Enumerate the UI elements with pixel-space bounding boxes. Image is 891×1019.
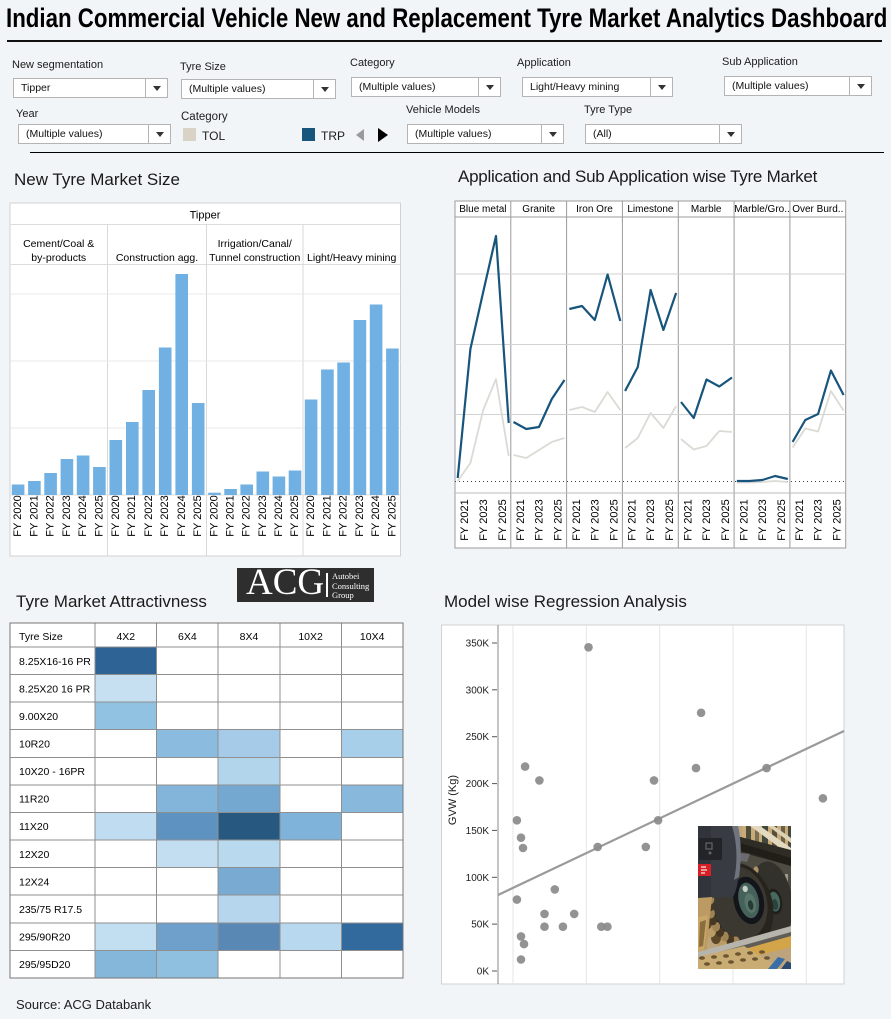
svg-text:FY 2023: FY 2023	[61, 495, 73, 536]
svg-text:FY 2022: FY 2022	[45, 495, 57, 536]
svg-text:FY 2023: FY 2023	[159, 495, 171, 536]
svg-text:10X4: 10X4	[360, 631, 385, 643]
svg-text:150K: 150K	[466, 826, 490, 837]
svg-text:FY 2021: FY 2021	[515, 499, 527, 540]
svg-text:12X24: 12X24	[19, 876, 50, 888]
svg-text:50K: 50K	[471, 920, 489, 931]
svg-text:FY 2021: FY 2021	[459, 499, 471, 540]
svg-text:FY 2025: FY 2025	[664, 499, 676, 540]
svg-text:FY 2025: FY 2025	[192, 495, 204, 536]
svg-text:GVW (Kg): GVW (Kg)	[447, 775, 459, 825]
svg-text:295/95D20: 295/95D20	[19, 959, 71, 971]
svg-text:FY 2023: FY 2023	[354, 495, 366, 536]
svg-text:FY 2020: FY 2020	[110, 495, 122, 536]
svg-text:Blue metal: Blue metal	[459, 204, 506, 215]
svg-text:FY 2025: FY 2025	[93, 495, 105, 536]
svg-text:Tipper: Tipper	[190, 210, 221, 222]
svg-text:295/90R20: 295/90R20	[19, 932, 71, 944]
svg-text:0K: 0K	[477, 967, 490, 978]
svg-text:FY 2023: FY 2023	[589, 499, 601, 540]
svg-text:Construction agg.: Construction agg.	[116, 252, 198, 264]
svg-text:Iron Ore: Iron Ore	[576, 204, 613, 215]
svg-text:FY 2025: FY 2025	[832, 499, 844, 540]
svg-text:FY 2023: FY 2023	[701, 499, 713, 540]
svg-text:FY 2022: FY 2022	[143, 495, 155, 536]
svg-text:Cement/Coal &: Cement/Coal &	[23, 238, 94, 250]
svg-text:8X4: 8X4	[240, 631, 259, 643]
svg-text:300K: 300K	[466, 685, 490, 696]
svg-text:Granite: Granite	[522, 204, 555, 215]
svg-text:Irrigation/Canal/: Irrigation/Canal/	[218, 238, 292, 250]
svg-text:9.00X20: 9.00X20	[19, 711, 58, 723]
svg-text:FY 2021: FY 2021	[683, 499, 695, 540]
svg-text:Over Burd..: Over Burd..	[792, 204, 843, 215]
svg-text:FY 2021: FY 2021	[225, 495, 237, 536]
svg-text:FY 2020: FY 2020	[12, 495, 24, 536]
svg-text:10X20 - 16PR: 10X20 - 16PR	[19, 766, 85, 778]
svg-text:FY 2025: FY 2025	[720, 499, 732, 540]
svg-text:FY 2024: FY 2024	[370, 495, 382, 536]
svg-text:FY 2021: FY 2021	[738, 499, 750, 540]
svg-text:FY 2025: FY 2025	[608, 499, 620, 540]
svg-text:FY 2020: FY 2020	[209, 495, 221, 536]
svg-text:FY 2023: FY 2023	[645, 499, 657, 540]
svg-text:Light/Heavy mining: Light/Heavy mining	[307, 252, 396, 264]
svg-text:FY 2025: FY 2025	[553, 499, 565, 540]
svg-text:FY 2021: FY 2021	[126, 495, 138, 536]
svg-text:8.25X16-16 PR: 8.25X16-16 PR	[19, 656, 91, 668]
svg-text:FY 2025: FY 2025	[386, 495, 398, 536]
svg-text:4X2: 4X2	[116, 631, 135, 643]
svg-text:FY 2021: FY 2021	[627, 499, 639, 540]
svg-text:FY 2023: FY 2023	[757, 499, 769, 540]
svg-text:FY 2022: FY 2022	[241, 495, 253, 536]
svg-text:10X2: 10X2	[298, 631, 323, 643]
svg-text:Marble: Marble	[691, 204, 722, 215]
svg-text:FY 2020: FY 2020	[305, 495, 317, 536]
svg-text:FY 2023: FY 2023	[478, 499, 490, 540]
svg-text:Marble/Gro..: Marble/Gro..	[734, 204, 790, 215]
svg-text:FY 2024: FY 2024	[273, 495, 285, 536]
svg-text:FY 2023: FY 2023	[257, 495, 269, 536]
svg-text:FY 2024: FY 2024	[176, 495, 188, 536]
svg-text:FY 2023: FY 2023	[534, 499, 546, 540]
svg-text:FY 2024: FY 2024	[77, 495, 89, 536]
svg-text:FY 2025: FY 2025	[497, 499, 509, 540]
svg-text:235/75 R17.5: 235/75 R17.5	[19, 904, 82, 916]
svg-text:10R20: 10R20	[19, 739, 50, 751]
svg-text:Limestone: Limestone	[627, 204, 674, 215]
svg-text:100K: 100K	[466, 873, 490, 884]
svg-text:12X20: 12X20	[19, 849, 50, 861]
svg-text:6X4: 6X4	[178, 631, 197, 643]
svg-text:Tunnel construction: Tunnel construction	[209, 252, 300, 264]
svg-text:FY 2021: FY 2021	[28, 495, 40, 536]
svg-text:FY 2025: FY 2025	[776, 499, 788, 540]
svg-text:FY 2021: FY 2021	[321, 495, 333, 536]
svg-text:11R20: 11R20	[19, 794, 49, 806]
svg-text:FY 2021: FY 2021	[571, 499, 583, 540]
svg-text:FY 2021: FY 2021	[794, 499, 806, 540]
svg-text:FY 2022: FY 2022	[338, 495, 350, 536]
svg-text:350K: 350K	[466, 639, 490, 650]
svg-text:Tyre Size: Tyre Size	[19, 631, 63, 643]
svg-text:FY 2025: FY 2025	[289, 495, 301, 536]
svg-text:by-products: by-products	[31, 252, 86, 264]
svg-text:200K: 200K	[466, 779, 490, 790]
svg-text:FY 2023: FY 2023	[813, 499, 825, 540]
svg-text:8.25X20 16 PR: 8.25X20 16 PR	[19, 683, 91, 695]
svg-text:11X20: 11X20	[19, 821, 49, 833]
svg-text:250K: 250K	[466, 732, 490, 743]
